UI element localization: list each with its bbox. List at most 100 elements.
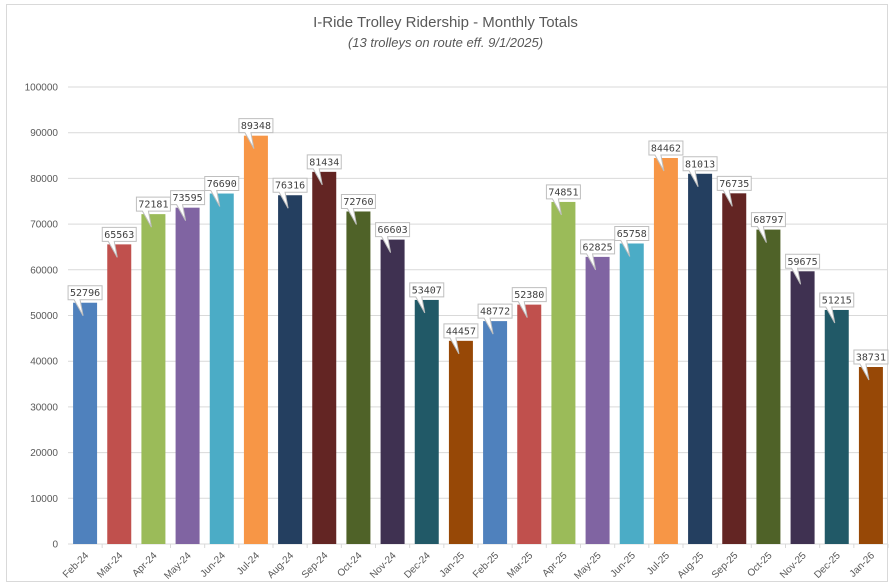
x-tick-label: Feb-24 bbox=[61, 550, 91, 580]
data-label: 65563 bbox=[104, 230, 134, 241]
data-label: 68797 bbox=[753, 215, 783, 226]
data-label-callout bbox=[340, 193, 376, 225]
bar bbox=[483, 321, 508, 544]
x-tick-label: Feb-25 bbox=[471, 550, 501, 580]
data-label: 72181 bbox=[138, 200, 168, 211]
y-tick-label: 20000 bbox=[30, 448, 58, 459]
x-tick-label: May-24 bbox=[162, 550, 194, 582]
data-label-callout bbox=[409, 282, 445, 314]
chart-area bbox=[6, 4, 888, 582]
bar bbox=[858, 366, 883, 544]
bar bbox=[517, 304, 542, 544]
data-label-callout bbox=[443, 323, 479, 355]
y-tick-label: 60000 bbox=[30, 265, 58, 276]
bar bbox=[722, 193, 747, 544]
data-label-callout bbox=[511, 287, 547, 318]
x-tick-label: Jun-24 bbox=[198, 550, 228, 580]
bar bbox=[688, 173, 713, 545]
y-tick-label: 40000 bbox=[30, 357, 58, 368]
data-label: 53407 bbox=[412, 285, 442, 296]
data-label-callout bbox=[101, 226, 137, 258]
data-label: 44457 bbox=[446, 326, 476, 337]
x-tick-label: Jan-25 bbox=[438, 550, 468, 580]
x-tick-label: Oct-25 bbox=[746, 550, 775, 579]
data-label: 76735 bbox=[719, 179, 749, 190]
data-label-callout bbox=[67, 285, 103, 316]
data-label-callout bbox=[170, 190, 206, 221]
y-tick-label: 90000 bbox=[30, 128, 58, 139]
y-tick-label: 100000 bbox=[25, 83, 59, 94]
bar bbox=[756, 229, 781, 544]
data-label: 59675 bbox=[788, 257, 818, 268]
data-label: 52380 bbox=[514, 290, 544, 301]
bar bbox=[243, 135, 268, 545]
x-tick-label: Apr-25 bbox=[541, 550, 570, 579]
x-tick-label: Dec-25 bbox=[812, 550, 843, 581]
x-tick-label: Nov-25 bbox=[778, 550, 809, 581]
bar bbox=[209, 193, 234, 544]
data-label: 52796 bbox=[70, 288, 100, 299]
bar bbox=[585, 256, 610, 544]
data-label: 48772 bbox=[480, 307, 510, 318]
bar bbox=[278, 195, 303, 544]
y-tick-label: 80000 bbox=[30, 174, 58, 185]
data-label-callout bbox=[853, 349, 889, 381]
data-label: 38731 bbox=[856, 352, 886, 363]
chart-title: I-Ride Trolley Ridership - Monthly Total… bbox=[313, 14, 578, 31]
y-tick-label: 50000 bbox=[30, 311, 58, 322]
data-label-callout bbox=[238, 118, 274, 149]
data-label-callout bbox=[614, 225, 650, 257]
data-label-callout bbox=[477, 303, 513, 335]
data-label: 81013 bbox=[685, 159, 715, 170]
data-label-callout bbox=[750, 212, 786, 243]
bar bbox=[790, 271, 815, 544]
x-tick-label: Nov-24 bbox=[368, 550, 399, 581]
bar bbox=[312, 171, 337, 544]
x-tick-label: Aug-25 bbox=[676, 550, 707, 581]
data-label-callout bbox=[785, 253, 821, 285]
bar bbox=[414, 299, 439, 544]
x-tick-label: Apr-24 bbox=[131, 550, 160, 579]
chart-subtitle: (13 trolleys on route eff. 9/1/2025) bbox=[347, 35, 544, 50]
bar bbox=[551, 201, 576, 545]
data-label-callout bbox=[545, 184, 581, 216]
data-label: 84462 bbox=[651, 144, 681, 155]
data-label: 89348 bbox=[241, 121, 271, 132]
x-tick-label: Sep-24 bbox=[300, 550, 331, 581]
data-label: 76690 bbox=[207, 179, 237, 190]
data-label: 62825 bbox=[583, 242, 613, 253]
data-label-callout bbox=[819, 292, 855, 324]
x-tick-label: Sep-25 bbox=[710, 550, 741, 581]
bar bbox=[141, 214, 166, 545]
bar bbox=[653, 158, 678, 544]
data-label-callout bbox=[648, 140, 684, 172]
x-tick-label: Mar-25 bbox=[505, 550, 535, 580]
data-label: 74851 bbox=[548, 187, 578, 198]
data-label-callout bbox=[272, 177, 308, 209]
x-tick-label: Aug-24 bbox=[266, 550, 297, 581]
y-tick-label: 30000 bbox=[30, 402, 58, 413]
data-label-callout bbox=[716, 175, 752, 207]
x-tick-label: Jun-25 bbox=[608, 550, 638, 580]
x-tick-label: May-25 bbox=[572, 550, 604, 582]
y-tick-label: 10000 bbox=[30, 494, 58, 505]
bar bbox=[380, 239, 405, 545]
x-tick-label: Mar-24 bbox=[95, 550, 125, 580]
data-label-callout bbox=[204, 176, 240, 207]
bar bbox=[175, 207, 200, 545]
x-tick-label: Dec-24 bbox=[402, 550, 433, 581]
bar bbox=[346, 211, 371, 544]
bar bbox=[448, 340, 473, 544]
bar bbox=[107, 244, 132, 545]
bar bbox=[619, 243, 644, 544]
y-tick-label: 0 bbox=[52, 540, 58, 551]
data-label: 65758 bbox=[617, 229, 647, 240]
data-label: 81434 bbox=[309, 157, 339, 168]
x-tick-label: Jul-24 bbox=[235, 550, 262, 577]
data-label: 73595 bbox=[173, 193, 203, 204]
y-tick-label: 70000 bbox=[30, 220, 58, 231]
x-tick-label: Jul-25 bbox=[645, 550, 672, 577]
bar bbox=[824, 309, 849, 544]
x-tick-label: Oct-24 bbox=[336, 550, 365, 579]
